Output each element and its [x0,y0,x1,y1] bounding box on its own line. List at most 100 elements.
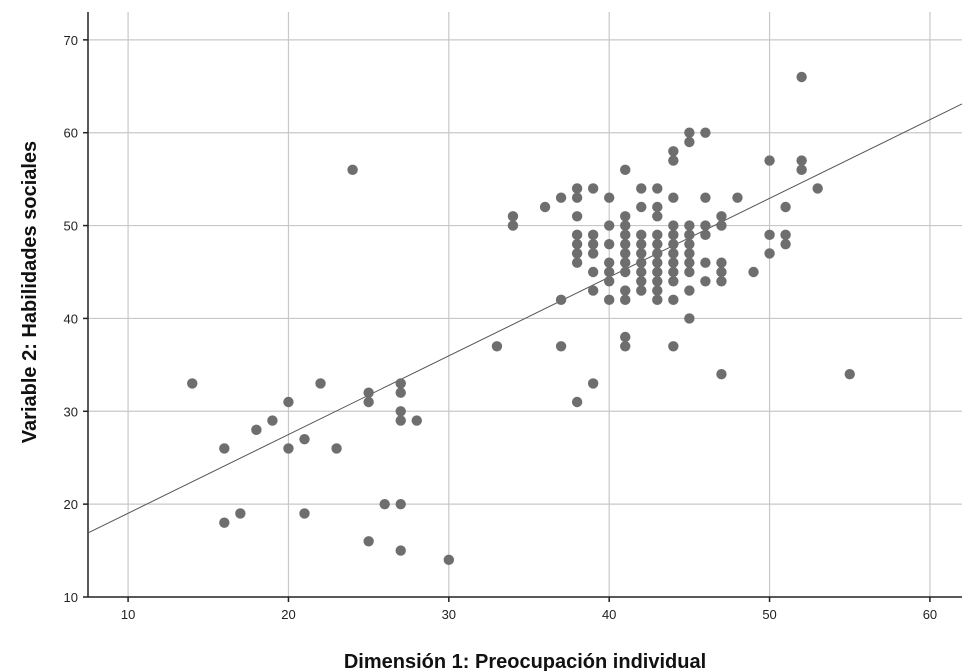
data-point [780,229,791,241]
data-point [620,220,631,231]
data-point [571,257,583,268]
data-point [315,378,326,389]
data-point [636,257,647,268]
data-point [603,257,615,268]
data-point [732,192,743,203]
data-point [716,220,727,231]
data-point [668,248,679,259]
data-point [700,276,711,287]
data-point [571,192,583,203]
data-point [395,406,406,417]
data-point [587,248,599,259]
data-point [684,136,695,148]
data-point [652,211,663,222]
data-points [187,71,855,566]
data-point [636,266,647,278]
data-point [748,266,759,278]
data-point [395,378,406,389]
data-point [620,294,631,306]
data-point [571,248,583,259]
data-point [587,183,599,194]
data-point [620,238,631,250]
data-point [235,508,246,519]
x-tick-label: 10 [121,607,135,622]
data-point [812,183,823,194]
data-point [684,229,695,241]
grid [88,12,962,597]
data-point [299,508,310,519]
data-point [716,266,727,278]
data-point [716,257,727,268]
axes [83,12,962,602]
tick-labels: 10 20 30 40 50 60 10 20 30 40 50 60 70 [64,33,938,622]
data-point [764,155,775,166]
data-point [780,238,791,250]
data-point [668,257,679,268]
data-point [668,341,679,352]
data-point [668,266,679,278]
data-point [652,285,663,296]
data-point [395,498,406,510]
data-point [716,211,727,222]
data-point [539,201,551,213]
data-point [764,248,775,259]
data-point [636,276,647,287]
data-point [571,229,583,241]
data-point [700,257,711,268]
data-point [684,127,695,138]
data-point [668,220,679,231]
data-point [700,229,711,241]
data-point [620,248,631,259]
data-point [636,229,647,241]
y-axis-title: Variable 2: Habilidades sociales [19,141,41,443]
y-tick-label: 10 [64,590,78,605]
data-point [603,276,615,287]
data-point [652,183,663,194]
x-tick-label: 40 [602,607,616,622]
data-point [587,266,599,278]
data-point [395,545,406,556]
data-point [379,498,390,510]
data-point [283,443,294,454]
x-tick-label: 60 [923,607,937,622]
data-point [299,433,310,445]
data-point [652,229,663,241]
data-point [555,192,567,203]
x-axis-title: Dimensión 1: Preocupación individual [344,651,706,671]
data-point [716,276,727,287]
data-point [571,211,583,222]
data-point [636,201,647,213]
data-point [587,229,599,241]
data-point [780,201,791,213]
data-point [363,536,374,547]
data-point [684,238,695,250]
data-point [507,211,519,222]
data-point [764,229,775,241]
data-point [331,443,342,454]
data-point [684,285,695,296]
data-point [555,341,567,352]
data-point [652,294,663,306]
data-point [684,248,695,259]
data-point [652,238,663,250]
data-point [620,285,631,296]
data-point [684,313,695,324]
data-point [620,229,631,241]
data-point [652,257,663,268]
data-point [620,341,631,352]
data-point [652,201,663,213]
data-point [652,248,663,259]
data-point [603,294,615,306]
data-point [796,71,807,83]
data-point [187,378,198,389]
data-point [603,238,615,250]
data-point [363,396,374,408]
data-point [571,183,583,194]
data-point [636,183,647,194]
data-point [700,192,711,203]
data-point [684,257,695,268]
data-point [620,257,631,268]
data-point [347,164,358,176]
data-point [603,220,615,231]
data-point [620,331,631,343]
